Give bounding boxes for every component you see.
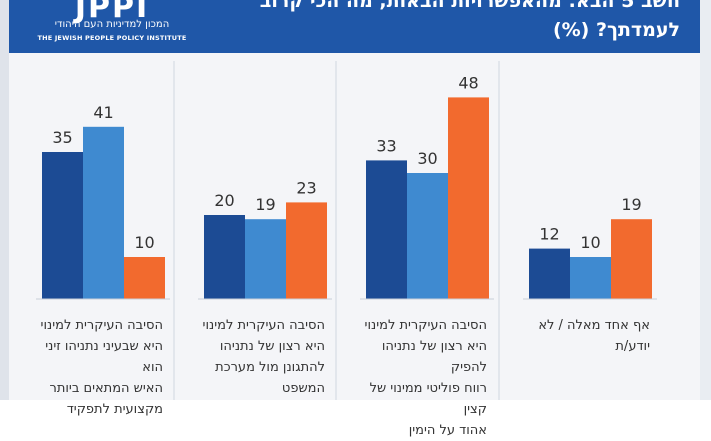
header-bar: JPPI המכון למדיניות העם היהודי THE JEWIS…: [9, 0, 700, 53]
bar-series-3-cat-3: [286, 202, 327, 299]
data-label: 20: [214, 191, 234, 210]
data-label: 12: [539, 225, 559, 244]
bar-series-1-cat-2: [366, 160, 407, 299]
title-line-2: לעמדתך? (%): [552, 19, 680, 41]
data-label: 19: [621, 195, 641, 214]
chart-title: חשב 5 הבא: מהאפשרויות הבאות, מה הכי קרוב…: [210, 0, 680, 45]
category-label-line: אף אחד מאלה / לא: [538, 318, 650, 333]
chart-panel: 12 10 19 33 30 48 20 19 23 35 41 10 אף אחד מאלה / ל…: [9, 53, 700, 438]
category-label-line: אהוד על הימין: [408, 423, 487, 438]
category-label-line: היא רצון של נתניהו: [219, 339, 325, 354]
bar-series-1-cat-3: [204, 215, 245, 299]
bar-series-2-cat-4: [83, 126, 124, 299]
category-label-line: האיש המתאים ביותר: [49, 381, 163, 396]
category-label: הסיבה העיקרית למינוי היא רצון של נתניהו ל…: [352, 315, 487, 441]
category-label-line: מקצועית לתפקיד: [66, 402, 163, 417]
right-frame: [700, 0, 711, 400]
category-label: אף אחד מאלה / לא יודע/ת: [515, 315, 650, 357]
logo-hebrew-text: המכון למדיניות העם היהודי: [54, 19, 170, 30]
data-label: 10: [580, 233, 600, 252]
logo-mark: JPPI: [74, 0, 150, 25]
data-label: 35: [52, 128, 72, 147]
data-label: 41: [93, 103, 113, 122]
data-label: 30: [417, 149, 437, 168]
bar-series-2-cat-3: [245, 219, 286, 299]
bar-series-2-cat-1: [570, 257, 611, 299]
category-label-line: היא רצון של נתניהו להפיק: [381, 339, 487, 375]
category-label-line: המשפט: [281, 381, 325, 396]
category-label-line: היא שבעיני נתניהו זיני הוא: [45, 339, 163, 375]
category-label-line: הסיבה העיקרית למינוי: [364, 318, 487, 333]
data-label: 19: [255, 195, 275, 214]
bar-series-3-cat-2: [448, 97, 489, 300]
left-frame: [0, 0, 9, 400]
logo-english-text: THE JEWISH PEOPLE POLICY INSTITUTE: [37, 34, 187, 42]
bar-chart: 12 10 19 33 30 48 20 19 23 35 41 10: [36, 61, 657, 400]
bar-series-2-cat-2: [407, 173, 448, 299]
data-label: 10: [134, 233, 154, 252]
category-label-line: הסיבה העיקרית למינוי: [40, 318, 163, 333]
category-label: הסיבה העיקרית למינוי היא רצון של נתניהו לה…: [190, 315, 325, 399]
bar-series-1-cat-1: [529, 248, 570, 299]
category-label-line: הסיבה העיקרית למינוי: [202, 318, 325, 333]
title-line-1: חשב 5 הבא: מהאפשרויות הבאות, מה הכי קרוב: [259, 0, 680, 12]
bar-series-1-cat-4: [42, 152, 83, 299]
category-label-line: להתגונן מול מערכת: [215, 360, 325, 375]
data-label: 23: [296, 178, 316, 197]
category-label-line: רווח פוליטי ממינוי של קצין: [369, 381, 487, 417]
jppi-logo: JPPI המכון למדיניות העם היהודי THE JEWIS…: [37, 0, 187, 53]
category-label-line: יודע/ת: [615, 339, 650, 354]
category-label: הסיבה העיקרית למינוי היא שבעיני נתניהו זי…: [28, 315, 163, 420]
data-label: 33: [376, 136, 396, 155]
data-label: 48: [458, 73, 478, 92]
bar-series-3-cat-4: [124, 257, 165, 299]
bar-series-3-cat-1: [611, 219, 652, 299]
